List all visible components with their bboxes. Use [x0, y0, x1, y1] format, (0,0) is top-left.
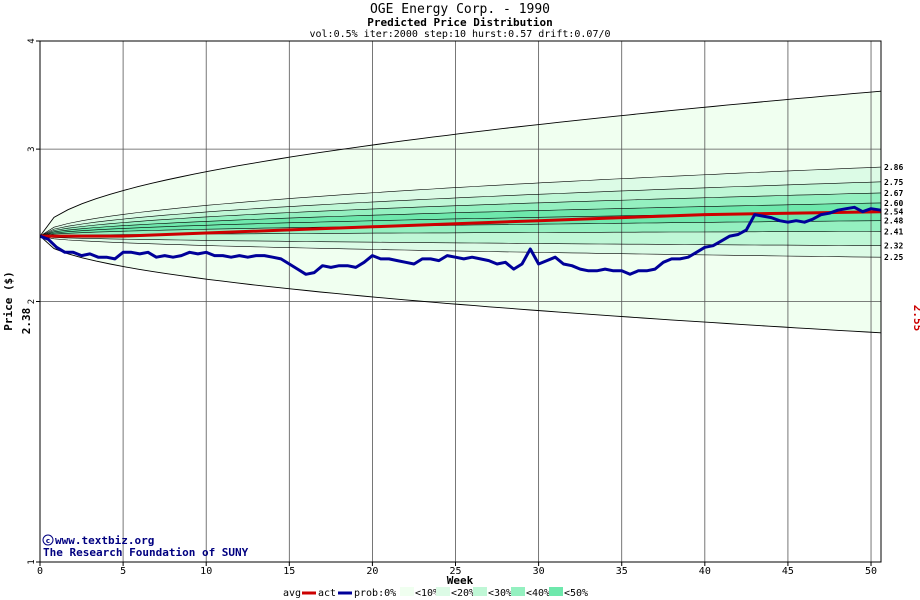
watermark-line2: The Research Foundation of SUNY — [43, 546, 249, 559]
legend-swatch-band — [473, 587, 487, 596]
band-boundary-line — [39, 235, 882, 246]
band-end-label: 2.75 — [884, 178, 903, 187]
x-tick-label: 20 — [366, 566, 378, 577]
legend-label-prob: prob:0% — [354, 588, 396, 599]
watermark: c www.textbiz.org The Research Foundatio… — [42, 534, 249, 559]
outer-upper-line — [39, 90, 882, 237]
start-price-label: 2.38 — [20, 308, 33, 335]
x-tick-label: 10 — [200, 566, 212, 577]
series-line-act — [39, 205, 882, 276]
y-tick-label: 3 — [27, 146, 37, 151]
legend-swatch-band — [549, 587, 563, 596]
x-tick-label: 5 — [120, 566, 126, 577]
band-boundary-line — [39, 235, 882, 258]
band-boundary-line — [39, 192, 882, 237]
band-end-label: 2.67 — [884, 189, 903, 198]
legend-label-band: <50% — [564, 588, 588, 599]
legend-swatch-band — [400, 587, 414, 596]
band-end-label: 2.54 — [884, 208, 903, 217]
copyright-icon — [42, 534, 54, 546]
legend-label-band: <20% — [451, 588, 475, 599]
legend-label-act: act — [318, 588, 336, 599]
series-line-avg — [40, 210, 882, 238]
y-tick-label: 2 — [27, 299, 37, 304]
legend-label-band: <10% — [415, 588, 439, 599]
x-axis-label: Week — [447, 574, 474, 587]
probability-bands — [40, 91, 881, 333]
band-boundary-line — [39, 166, 882, 237]
band-end-label: 2.41 — [884, 227, 903, 236]
band-end-label: 2.32 — [884, 242, 903, 251]
axis-ticks: 0 5 10 15 20 25 30 35 40 45 50 1 2 3 4 — [27, 38, 877, 577]
final-actual-label: 2.55 — [911, 305, 920, 332]
legend-swatch-band — [511, 587, 525, 596]
chart-params: vol:0.5% iter:2000 step:10 hurst:0.57 dr… — [309, 29, 610, 40]
band-boundary-line — [39, 202, 882, 237]
x-tick-label: 0 — [37, 566, 43, 577]
chart-title: OGE Energy Corp. - 1990 — [370, 2, 550, 17]
y-tick-label: 1 — [27, 559, 37, 564]
band-boundary-line — [39, 181, 882, 237]
copyright-icon-letter: c — [46, 537, 50, 545]
band-50pct — [40, 202, 881, 237]
series-lines — [39, 90, 882, 334]
y-tick-label: 4 — [27, 38, 37, 43]
x-tick-label: 30 — [533, 566, 545, 577]
band-end-label: 2.48 — [884, 217, 903, 226]
x-tick-label: 25 — [449, 566, 461, 577]
x-tick-label: 40 — [699, 566, 711, 577]
band-end-label: 2.86 — [884, 163, 903, 172]
legend-label-band: <40% — [526, 588, 550, 599]
x-tick-label: 45 — [782, 566, 794, 577]
legend-label-avg: avg — [283, 588, 301, 599]
band-end-labels: 2.86 2.75 2.672.602.542.482.41 2.32 2.25 — [884, 163, 903, 262]
legend-swatch-band — [436, 587, 450, 596]
band-end-label: 2.60 — [884, 199, 903, 208]
x-tick-label: 15 — [283, 566, 295, 577]
band-boundary-line — [39, 220, 882, 237]
band-end-label: 2.25 — [884, 253, 903, 262]
x-tick-label: 50 — [865, 566, 877, 577]
y-axis-label: Price ($) — [2, 271, 15, 331]
outer-lower-line — [39, 235, 882, 334]
x-tick-label: 35 — [616, 566, 628, 577]
watermark-line1: www.textbiz.org — [55, 534, 154, 547]
legend-label-band: <30% — [488, 588, 512, 599]
legend: avg act prob:0% <10% <20% <30% <40% <50% — [283, 587, 588, 599]
chart-subtitle: Predicted Price Distribution — [367, 16, 552, 29]
